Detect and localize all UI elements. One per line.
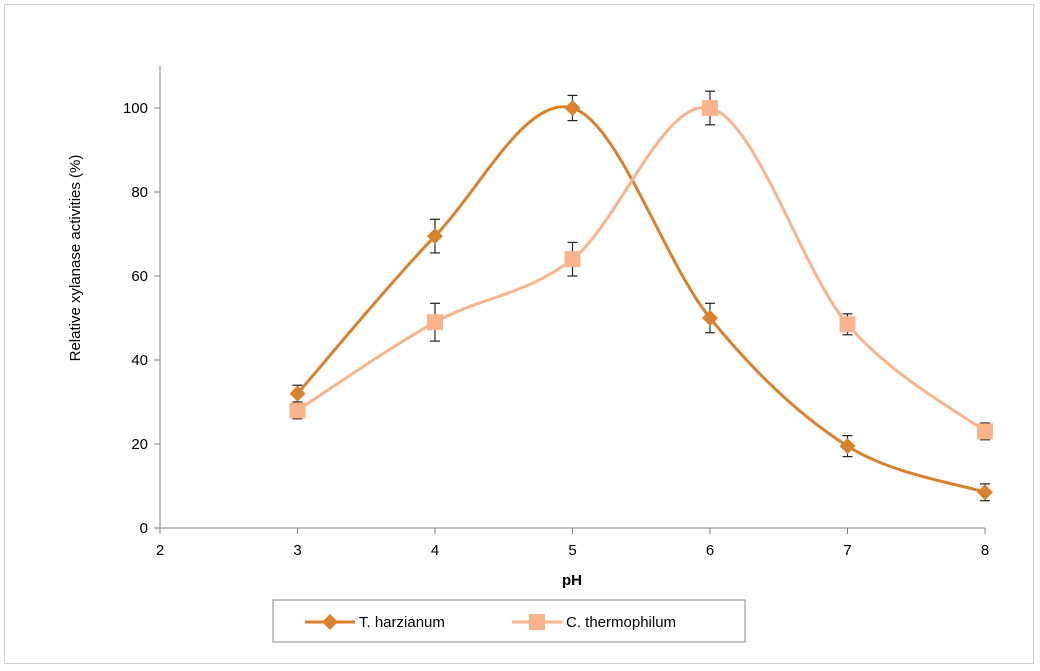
data-point: [702, 100, 718, 116]
y-tick-label: 60: [131, 268, 148, 285]
data-point: [702, 310, 718, 326]
legend-marker: [322, 614, 338, 630]
data-point: [289, 402, 306, 419]
x-tick-label: 3: [293, 542, 301, 559]
series-line: [296, 106, 986, 433]
legend-label: T. harzianum: [359, 614, 445, 631]
series-layer: [289, 90, 993, 502]
data-point: [427, 228, 443, 245]
legend-marker: [529, 614, 545, 630]
data-point: [427, 314, 443, 331]
axes: 0 20 40 60 80 100 2 3 4 5 6 7 8: [123, 66, 989, 559]
data-point: [289, 385, 306, 402]
data-point: [839, 438, 856, 455]
data-point: [977, 484, 993, 501]
x-tick-label: 2: [156, 542, 164, 559]
series-1: [289, 94, 993, 502]
y-tick-label: 80: [131, 184, 148, 201]
data-point: [564, 100, 581, 116]
series-2: [289, 90, 993, 441]
y-tick-label: 40: [131, 352, 148, 369]
x-axis-title: pH: [562, 572, 582, 589]
chart-frame: [4, 4, 1034, 664]
y-tick-label: 0: [140, 520, 148, 537]
x-tick-label: 4: [431, 542, 439, 559]
data-point: [839, 316, 856, 333]
x-tick-label: 6: [706, 542, 714, 559]
x-tick-label: 8: [981, 542, 989, 559]
y-tick-label: 100: [123, 100, 148, 117]
x-tick-label: 7: [843, 542, 851, 559]
legend-label: C. thermophilum: [566, 614, 676, 631]
legend: T. harzianum C. thermophilum: [272, 599, 746, 643]
data-point: [977, 423, 993, 440]
y-axis-title: Relative xylanase activities (%): [67, 155, 84, 362]
y-tick-label: 20: [131, 436, 148, 453]
data-point: [564, 251, 581, 268]
x-tick-label: 5: [568, 542, 576, 559]
